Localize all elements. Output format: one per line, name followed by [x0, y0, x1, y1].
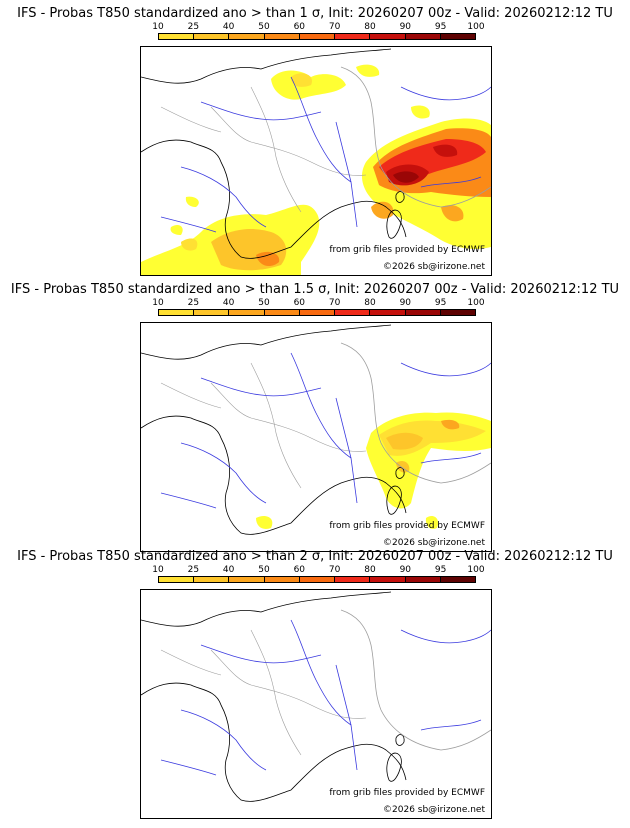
- legend-label: 90: [399, 298, 412, 308]
- probability-shading: [141, 64, 491, 275]
- legend-label: 50: [258, 565, 270, 575]
- legend-labels: 10 25 40 50 60 70 80 90 95 100: [152, 565, 484, 575]
- legend-label: 70: [328, 22, 341, 32]
- legend-swatch: [159, 310, 195, 315]
- legend-label: 100: [467, 565, 485, 575]
- legend-label: 25: [187, 565, 200, 575]
- legend-label: 100: [467, 298, 485, 308]
- legend-swatch: [370, 34, 406, 39]
- legend-swatch: [335, 34, 371, 39]
- legend-swatch: [335, 310, 371, 315]
- legend-swatch: [405, 310, 441, 315]
- map-panel-1: IFS - Probas T850 standardized ano > tha…: [0, 0, 630, 276]
- panel-title: IFS - Probas T850 standardized ano > tha…: [17, 549, 613, 564]
- legend-labels: 10 25 40 50 60 70 80 90 95 100: [152, 22, 484, 32]
- legend-label: 70: [328, 565, 341, 575]
- legend-swatch: [229, 34, 265, 39]
- legend-label: 90: [399, 22, 412, 32]
- panel-title: IFS - Probas T850 standardized ano > tha…: [17, 6, 613, 21]
- legend-swatch: [194, 310, 230, 315]
- legend-label: 95: [434, 22, 447, 32]
- credit-copyright: ©2026 sb@irizone.net: [383, 805, 485, 815]
- legend-swatch: [299, 34, 336, 39]
- legend-swatch: [159, 34, 195, 39]
- credit-source: from grib files provided by ECMWF: [329, 788, 485, 798]
- legend-label: 25: [187, 22, 200, 32]
- legend-swatch: [264, 34, 300, 39]
- legend-label: 80: [364, 22, 376, 32]
- credit-source: from grib files provided by ECMWF: [329, 521, 485, 531]
- legend-swatch: [159, 577, 195, 582]
- map-graphic: [141, 324, 491, 535]
- legend-swatch: [440, 34, 475, 39]
- legend-swatch: [405, 34, 441, 39]
- legend-swatch: [335, 577, 371, 582]
- credit-source: from grib files provided by ECMWF: [329, 245, 485, 255]
- legend-swatch: [405, 577, 441, 582]
- probability-map: from grib files provided by ECMWF ©2026 …: [140, 46, 492, 276]
- legend-swatch: [194, 34, 230, 39]
- legend-bar: [158, 576, 476, 583]
- credit-copyright: ©2026 sb@irizone.net: [383, 262, 485, 272]
- legend-label: 60: [293, 565, 306, 575]
- legend-label: 50: [258, 298, 270, 308]
- color-legend: 10 25 40 50 60 70 80 90 95 100: [152, 298, 485, 318]
- legend-swatch: [229, 310, 265, 315]
- legend-label: 10: [152, 565, 164, 575]
- legend-swatch: [194, 577, 230, 582]
- legend-label: 90: [399, 565, 412, 575]
- legend-label: 70: [328, 298, 341, 308]
- legend-bar: [158, 309, 476, 316]
- legend-label: 60: [293, 298, 306, 308]
- legend-swatch: [264, 577, 300, 582]
- legend-label: 10: [152, 298, 164, 308]
- map-geography: [141, 324, 491, 535]
- legend-swatch: [370, 310, 406, 315]
- legend-label: 50: [258, 22, 270, 32]
- map-graphic: [141, 48, 491, 275]
- legend-label: 40: [222, 565, 235, 575]
- legend-label: 40: [222, 298, 235, 308]
- legend-swatch: [440, 310, 475, 315]
- credit-copyright: ©2026 sb@irizone.net: [383, 538, 485, 548]
- legend-label: 40: [222, 22, 235, 32]
- map-panel-2: IFS - Probas T850 standardized ano > tha…: [0, 276, 630, 552]
- legend-swatch: [299, 577, 336, 582]
- legend-label: 100: [467, 22, 485, 32]
- legend-label: 80: [364, 565, 376, 575]
- color-legend: 10 25 40 50 60 70 80 90 95 100: [152, 565, 485, 585]
- legend-swatch: [370, 577, 406, 582]
- probability-map: from grib files provided by ECMWF ©2026 …: [140, 589, 492, 819]
- map-geography: [141, 48, 491, 259]
- legend-swatch: [299, 310, 336, 315]
- legend-bar: [158, 33, 476, 40]
- legend-labels: 10 25 40 50 60 70 80 90 95 100: [152, 298, 484, 308]
- legend-swatch: [264, 310, 300, 315]
- map-panel-3: IFS - Probas T850 standardized ano > tha…: [0, 543, 630, 819]
- legend-label: 80: [364, 298, 376, 308]
- color-legend: 10 25 40 50 60 70 80 90 95 100: [152, 22, 485, 42]
- legend-label: 95: [434, 565, 447, 575]
- legend-label: 10: [152, 22, 164, 32]
- probability-shading: [256, 412, 491, 529]
- legend-swatch: [440, 577, 475, 582]
- legend-swatch: [229, 577, 265, 582]
- map-geography: [141, 591, 491, 802]
- legend-label: 60: [293, 22, 306, 32]
- legend-label: 95: [434, 298, 447, 308]
- map-graphic: [141, 591, 491, 802]
- probability-map: from grib files provided by ECMWF ©2026 …: [140, 322, 492, 552]
- panel-title: IFS - Probas T850 standardized ano > tha…: [10, 282, 620, 297]
- legend-label: 25: [187, 298, 200, 308]
